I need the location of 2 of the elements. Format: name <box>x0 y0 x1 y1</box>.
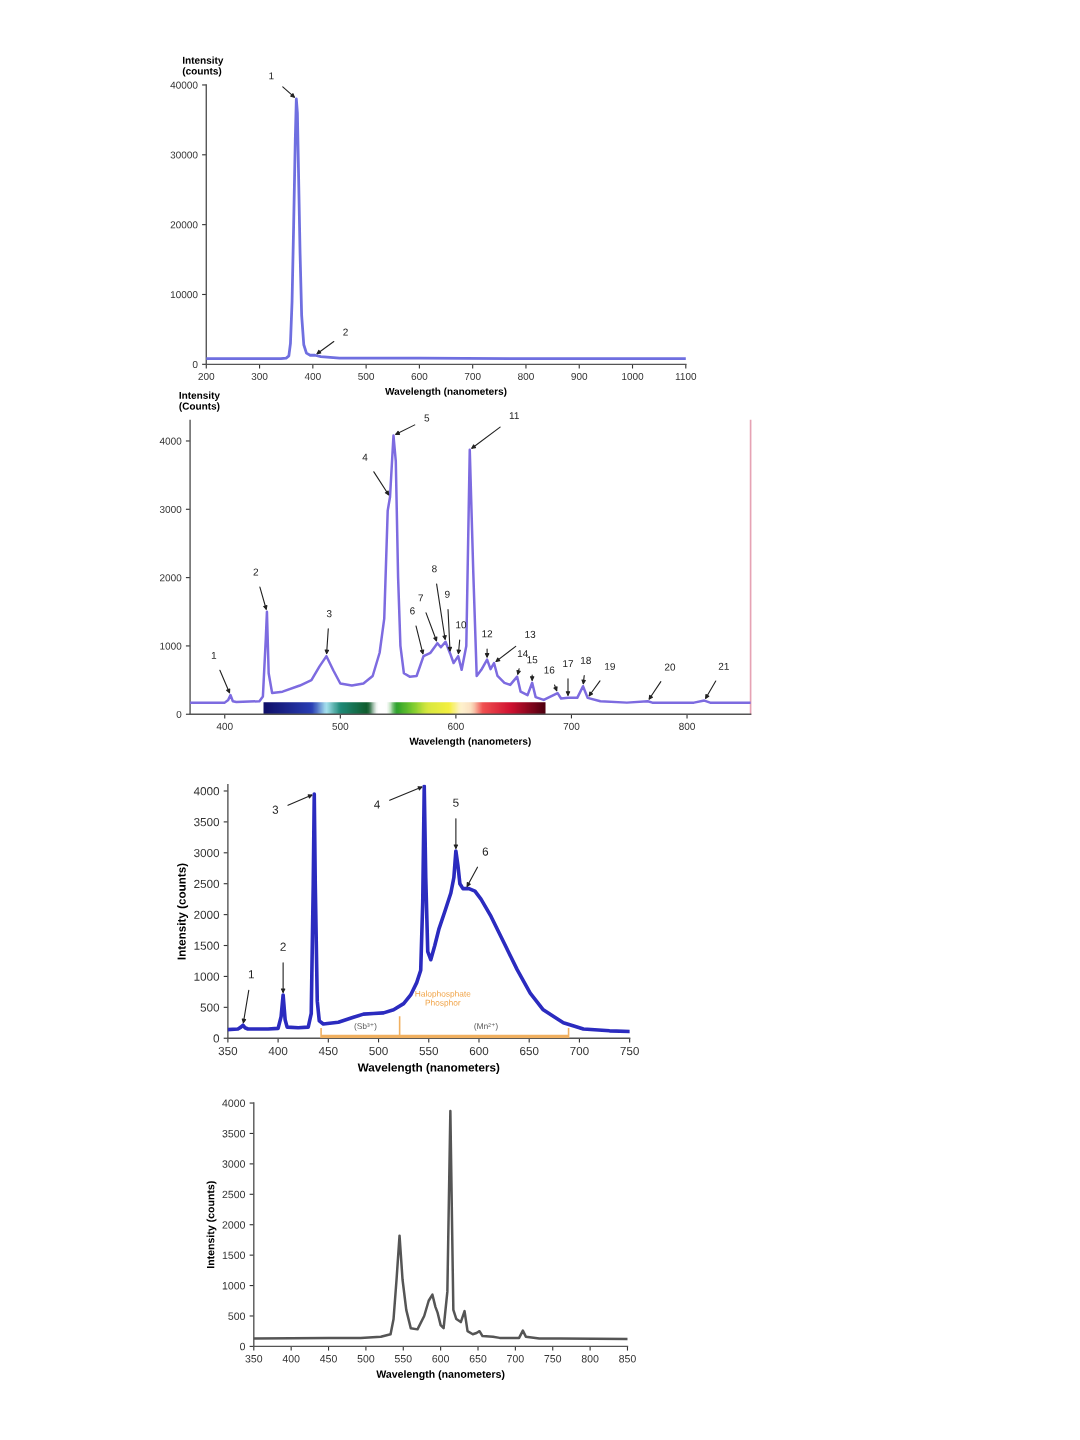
line-series <box>227 784 630 1034</box>
line-series <box>253 1109 628 1341</box>
